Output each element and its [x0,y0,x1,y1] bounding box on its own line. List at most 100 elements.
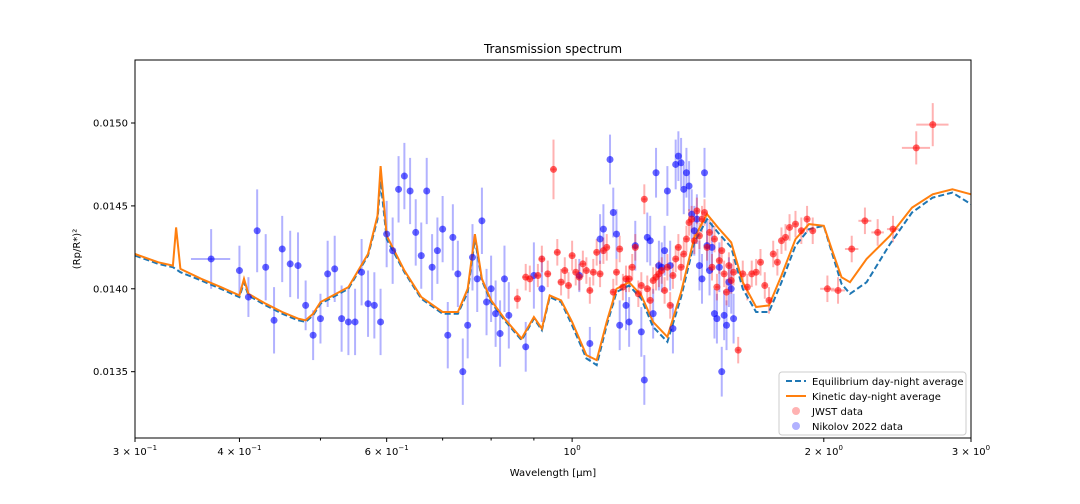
nikolov-point-55 [613,230,621,238]
jwst-point-40 [663,263,671,271]
jwst-point-30 [634,290,642,298]
nikolov-point-51 [596,235,604,243]
jwst-point-73 [761,281,769,289]
jwst-point-13 [575,273,583,281]
jwst-point-88 [874,228,882,236]
legend: Equilibrium day-night average Kinetic da… [778,371,967,436]
jwst-point-3 [534,272,542,280]
jwst-point-8 [557,278,565,286]
jwst-point-12 [572,268,580,276]
jwst-point-57 [708,263,716,271]
nikolov-point-8 [294,262,302,270]
nikolov-point-81 [695,262,703,270]
nikolov-point-75 [680,185,688,193]
jwst-point-85 [834,286,842,294]
nikolov-point-38 [473,275,481,283]
jwst-point-89 [889,225,897,233]
nikolov-point-65 [652,169,660,177]
y-tick-label-2: 0.0145 [93,201,128,212]
jwst-point-31 [637,281,645,289]
kinetic-line [134,166,972,362]
nikolov-point-92 [723,321,731,329]
nikolov-point-1 [235,267,243,275]
x-tick-label-2: 6 × 10−1 [365,444,409,458]
jwst-point-71 [752,268,760,276]
nikolov-point-39 [478,217,486,225]
nikolov-point-0 [207,255,215,263]
nikolov-point-14 [338,315,346,323]
jwst-point-7 [553,248,561,256]
nikolov-point-33 [449,233,457,241]
jwst-point-9 [561,267,569,275]
jwst-point-32 [640,195,648,203]
jwst-point-69 [743,283,751,291]
nikolov-point-41 [487,285,495,293]
nikolov-point-86 [708,243,716,251]
jwst-point-83 [809,227,817,235]
legend-label-jwst: JWST data [811,407,863,418]
plot-area [134,103,972,405]
jwst-point-61 [718,247,726,255]
jwst-point-43 [672,255,680,263]
jwst-point-91 [929,121,937,129]
nikolov-point-45 [505,311,513,319]
legend-box [778,371,967,436]
nikolov-point-53 [606,155,614,163]
jwst-point-34 [646,296,654,304]
nikolov-point-34 [454,270,462,278]
y-tick-label-1: 0.0140 [93,284,128,295]
jwst-point-18 [593,248,601,256]
jwst-point-80 [791,220,799,228]
jwst-point-2 [526,275,534,283]
nikolov-point-10 [309,331,317,339]
jwst-points [513,121,937,354]
nikolov-point-27 [417,252,425,260]
jwst-point-74 [765,296,773,304]
jwst-point-60 [715,257,723,265]
nikolov-point-46 [522,343,530,351]
jwst-point-16 [586,286,594,294]
jwst-point-86 [848,245,856,253]
nikolov-point-74 [677,159,685,167]
nikolov-point-3 [253,227,261,235]
nikolov-point-71 [669,325,677,333]
nikolov-point-76 [682,169,690,177]
jwst-point-65 [727,277,735,284]
nikolov-point-44 [500,275,508,283]
jwst-point-51 [693,207,701,215]
jwst-point-21 [603,243,611,251]
jwst-point-52 [695,232,703,240]
nikolov-point-82 [698,275,706,283]
nikolov-point-43 [496,330,504,338]
nikolov-point-7 [286,260,294,268]
jwst-point-68 [739,270,747,278]
jwst-point-4 [538,255,546,263]
nikolov-point-48 [538,285,546,293]
jwst-point-81 [797,227,805,235]
y-axis-label: (Rp/R*)² [72,229,83,269]
jwst-point-84 [823,285,831,293]
nikolov-point-24 [400,172,408,180]
jwst-point-56 [706,228,714,236]
nikolov-point-95 [730,315,738,323]
nikolov-point-72 [672,160,680,168]
jwst-point-28 [628,263,636,271]
nikolov-point-28 [423,187,431,195]
jwst-point-24 [616,245,624,253]
jwst-point-10 [564,281,572,289]
y-axis: 0.0135 0.0140 0.0145 0.0150 [93,119,135,378]
nikolov-point-23 [395,185,403,193]
nikolov-point-61 [640,376,648,384]
nikolov-point-22 [389,247,397,255]
nikolov-point-83 [701,169,709,177]
x-tick-label-0: 3 × 10−1 [113,444,157,458]
jwst-point-72 [756,258,764,266]
nikolov-point-50 [586,340,594,347]
jwst-point-15 [582,267,590,275]
nikolov-point-17 [358,268,366,276]
jwst-point-66 [730,268,738,276]
jwst-point-29 [631,243,639,251]
model-lines [134,166,972,367]
nikolov-point-21 [383,230,391,238]
chart-title: Transmission spectrum [483,42,622,56]
